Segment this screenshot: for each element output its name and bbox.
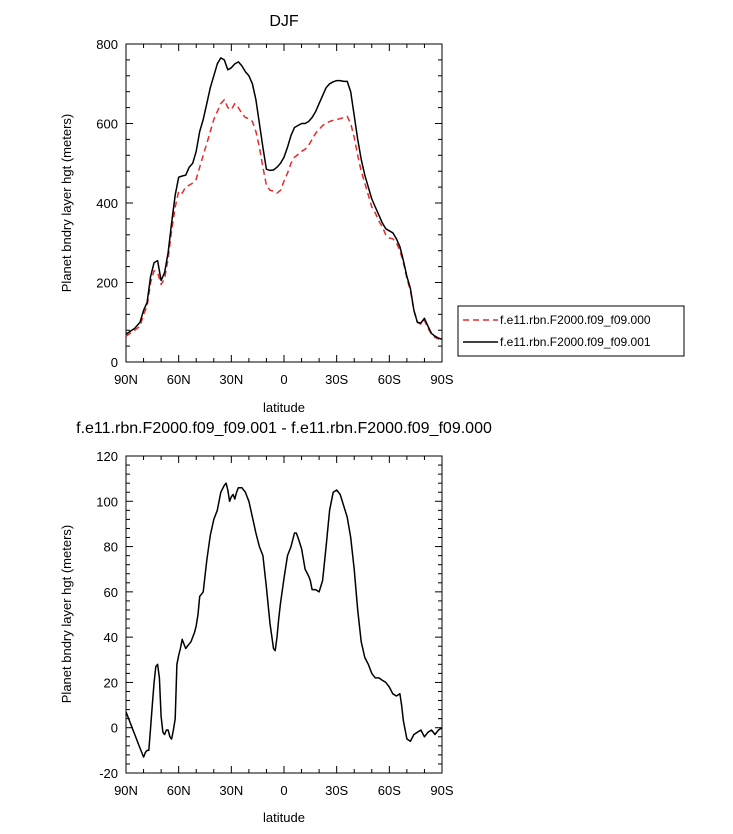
bottom-y-tick-label: 20 [104, 675, 118, 690]
bottom-x-tick-label: 60S [378, 783, 401, 798]
top-y-tick-label: 400 [96, 196, 118, 211]
bottom-y-axis-label: Planet bndry layer hgt (meters) [59, 525, 74, 703]
top-panel: DJF 90N 60N 30N 0 30S 60S 90S 0 200 400 600 800 lat… [59, 13, 454, 415]
bottom-x-tick-label: 90S [430, 783, 453, 798]
legend-box [457, 305, 685, 357]
bottom-y-tick-label: -20 [99, 766, 118, 781]
bottom-chart-title: f.e11.rbn.F2000.f09_f09.001 - f.e11.rbn.… [76, 420, 492, 437]
bottom-y-tick-label: 120 [96, 449, 118, 464]
top-y-tick-label: 600 [96, 117, 118, 132]
legend-entry-series-1: f.e11.rbn.F2000.f09_f09.001 [500, 335, 651, 349]
top-y-tick-label: 200 [96, 276, 118, 291]
top-series-line-0 [125, 98, 443, 341]
bottom-x-axis-label: latitude [263, 810, 305, 825]
top-x-tick-label: 60S [378, 372, 401, 387]
top-x-tick-label: 30N [219, 372, 243, 387]
top-y-tick-label: 800 [96, 37, 118, 52]
top-y-tick-label: 0 [111, 355, 118, 370]
top-series-lines [125, 57, 443, 341]
bottom-x-tick-label: 30S [325, 783, 348, 798]
bottom-y-tick-label: 60 [104, 585, 118, 600]
bottom-x-tick-label: 30N [219, 783, 243, 798]
top-x-tick-label: 90S [430, 372, 453, 387]
top-axis-ticks: 90N 60N 30N 0 30S 60S 90S 0 200 400 600 800 [96, 37, 454, 387]
bottom-x-tick-label: 90N [114, 783, 138, 798]
top-x-tick-label: 90N [114, 372, 138, 387]
bottom-x-tick-label: 0 [280, 783, 287, 798]
top-x-tick-label: 60N [167, 372, 191, 387]
bottom-series-lines [125, 482, 443, 758]
top-series-line-1 [125, 57, 443, 341]
bottom-series-line-0 [125, 482, 443, 758]
top-x-tick-label: 0 [280, 372, 287, 387]
top-x-tick-label: 30S [325, 372, 348, 387]
bottom-axis-ticks: 90N 60N 30N 0 30S 60S 90S -20 0 20 40 60 80 100 120 [96, 449, 454, 798]
bottom-y-tick-label: 100 [96, 494, 118, 509]
bottom-panel: f.e11.rbn.F2000.f09_f09.001 - f.e11.rbn.… [59, 420, 492, 825]
top-plot-frame [125, 43, 443, 363]
top-x-axis-label: latitude [263, 400, 305, 415]
bottom-y-tick-label: 0 [111, 721, 118, 736]
legend-entry-series-0: f.e11.rbn.F2000.f09_f09.000 [500, 313, 651, 327]
top-y-axis-label: Planet bndry layer hgt (meters) [59, 114, 74, 292]
bottom-x-tick-label: 60N [167, 783, 191, 798]
bottom-y-tick-label: 80 [104, 540, 118, 555]
bottom-y-tick-label: 40 [104, 630, 118, 645]
legend: f.e11.rbn.F2000.f09_f09.000 f.e11.rbn.F2… [457, 305, 685, 357]
top-chart-title: DJF [269, 13, 299, 30]
